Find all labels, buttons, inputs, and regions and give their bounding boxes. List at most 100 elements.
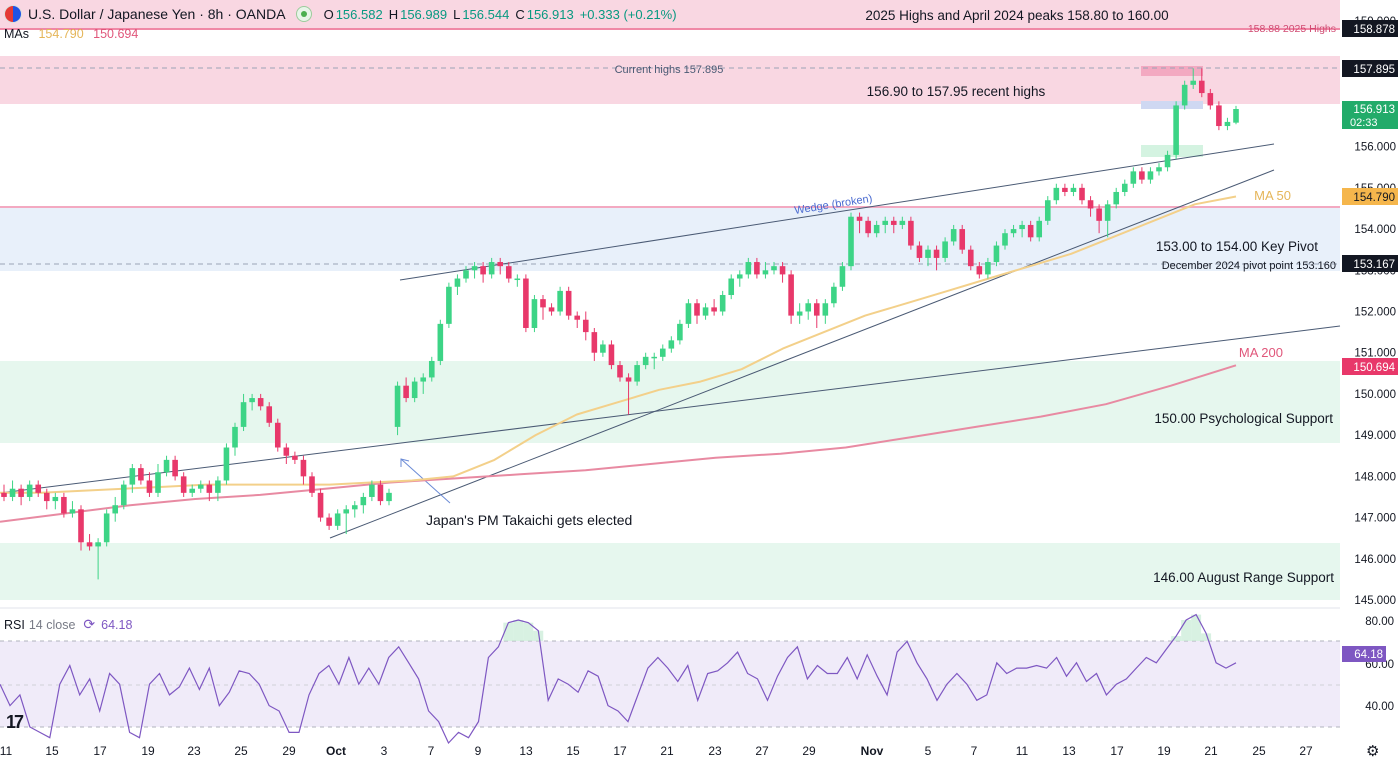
candle[interactable]: [471, 262, 478, 279]
candle[interactable]: [428, 356, 435, 382]
candle[interactable]: [1062, 183, 1068, 197]
candle[interactable]: [711, 299, 717, 316]
candle[interactable]: [882, 216, 889, 234]
candle[interactable]: [78, 505, 84, 551]
candle[interactable]: [1070, 183, 1077, 197]
long-trendline[interactable]: [0, 325, 1341, 494]
candle[interactable]: [1087, 196, 1094, 217]
candle[interactable]: [394, 381, 401, 436]
candle[interactable]: [9, 480, 16, 502]
candle[interactable]: [138, 463, 144, 485]
candle[interactable]: [1130, 167, 1137, 188]
candle[interactable]: [617, 360, 623, 382]
candle[interactable]: [831, 282, 837, 308]
candle[interactable]: [488, 257, 495, 279]
candle[interactable]: [129, 463, 136, 493]
candle[interactable]: [582, 311, 589, 341]
candle[interactable]: [659, 344, 666, 361]
candle[interactable]: [146, 472, 153, 497]
ma200-line[interactable]: [0, 364, 1237, 523]
candle[interactable]: [985, 257, 991, 279]
candle[interactable]: [779, 262, 786, 283]
candle[interactable]: [52, 492, 59, 510]
tradingview-logo[interactable]: 17: [6, 712, 24, 732]
candle[interactable]: [249, 393, 255, 411]
candle[interactable]: [1216, 101, 1222, 131]
candle[interactable]: [1104, 200, 1111, 238]
candle[interactable]: [1096, 204, 1102, 234]
candle[interactable]: [600, 340, 606, 357]
candle[interactable]: [574, 311, 581, 328]
candle[interactable]: [411, 377, 418, 403]
candle[interactable]: [685, 299, 692, 328]
candle[interactable]: [454, 274, 461, 296]
candle[interactable]: [420, 373, 427, 394]
candle[interactable]: [805, 299, 812, 320]
candle[interactable]: [967, 245, 974, 271]
candle[interactable]: [95, 538, 101, 580]
candle[interactable]: [873, 220, 880, 238]
candle[interactable]: [1233, 105, 1239, 125]
candle[interactable]: [950, 224, 957, 246]
candle[interactable]: [1156, 163, 1162, 176]
candle[interactable]: [266, 402, 273, 427]
candle[interactable]: [1173, 101, 1179, 160]
candle[interactable]: [762, 262, 769, 279]
candle[interactable]: [856, 212, 863, 234]
candle[interactable]: [1019, 220, 1025, 238]
candle[interactable]: [505, 262, 512, 283]
candle[interactable]: [206, 480, 213, 502]
candle[interactable]: [993, 241, 1000, 267]
candle[interactable]: [437, 319, 444, 366]
visibility-eye-icon[interactable]: [295, 6, 312, 22]
candle[interactable]: [377, 480, 384, 506]
candle[interactable]: [890, 216, 897, 234]
candle[interactable]: [120, 480, 127, 510]
candle[interactable]: [112, 496, 119, 522]
candle[interactable]: [18, 484, 24, 506]
candle[interactable]: [403, 377, 409, 403]
candle[interactable]: [736, 270, 743, 287]
candle[interactable]: [719, 290, 726, 316]
candle[interactable]: [625, 373, 632, 415]
candle[interactable]: [1079, 183, 1085, 205]
candle[interactable]: [343, 505, 350, 535]
candle[interactable]: [565, 286, 572, 320]
candle[interactable]: [172, 455, 178, 481]
candle[interactable]: [813, 299, 820, 328]
candle[interactable]: [865, 216, 871, 238]
candle[interactable]: [232, 422, 238, 456]
candle[interactable]: [1181, 80, 1188, 110]
candle[interactable]: [754, 257, 760, 279]
candle[interactable]: [35, 480, 42, 497]
candle[interactable]: [86, 534, 93, 551]
candle[interactable]: [326, 513, 332, 530]
candle[interactable]: [771, 262, 777, 275]
candle[interactable]: [642, 352, 649, 370]
candle[interactable]: [1147, 167, 1154, 184]
candle[interactable]: [591, 327, 598, 361]
candle[interactable]: [155, 463, 161, 497]
candle[interactable]: [788, 270, 794, 324]
candle[interactable]: [480, 262, 486, 283]
refresh-cycle-icon[interactable]: ⟳: [83, 616, 96, 632]
candle[interactable]: [668, 336, 675, 353]
candle[interactable]: [1121, 179, 1128, 197]
candle[interactable]: [1, 484, 7, 502]
candle[interactable]: [1113, 187, 1120, 209]
candle[interactable]: [908, 216, 914, 250]
candle[interactable]: [1027, 220, 1034, 242]
candle[interactable]: [976, 262, 983, 279]
candle[interactable]: [916, 241, 923, 263]
ma50-line[interactable]: [0, 195, 1237, 494]
candle[interactable]: [1164, 150, 1171, 172]
candle[interactable]: [702, 303, 709, 320]
candle[interactable]: [257, 393, 264, 411]
candle[interactable]: [163, 455, 170, 477]
candle[interactable]: [1139, 167, 1145, 184]
candle[interactable]: [514, 274, 521, 287]
candle[interactable]: [1198, 68, 1205, 98]
candle[interactable]: [634, 360, 640, 386]
candle[interactable]: [540, 295, 546, 320]
